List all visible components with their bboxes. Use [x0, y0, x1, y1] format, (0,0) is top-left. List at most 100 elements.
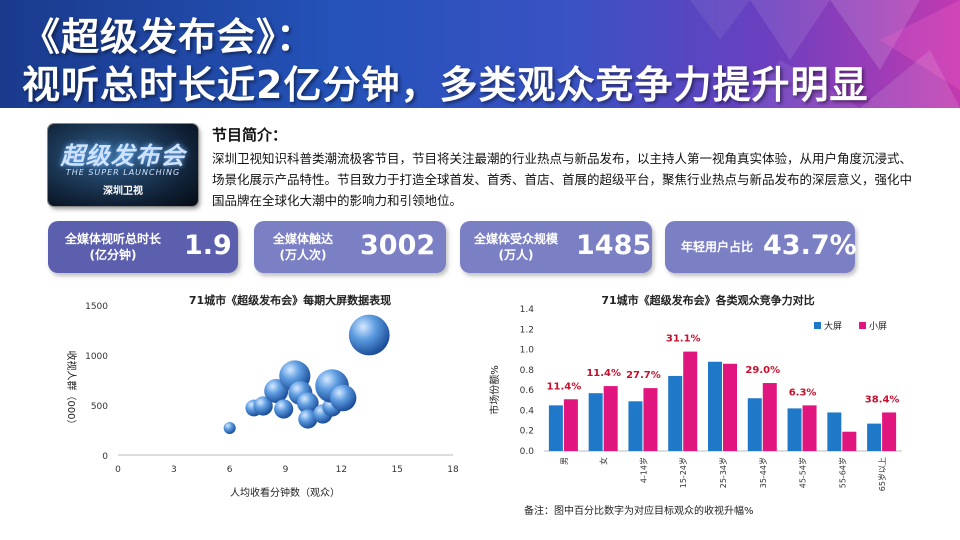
- bubble-points: [223, 314, 390, 434]
- stat-label: 全媒体视听总时长 (亿分钟): [64, 232, 161, 262]
- bubble-chart-title: 71城市《超级发布会》每期大屏数据表现: [189, 293, 391, 307]
- bubble-point: [274, 399, 294, 419]
- stat-card-audience-size: 全媒体受众规模 (万人) 1485: [460, 221, 652, 273]
- bubble-chart: 71城市《超级发布会》每期大屏数据表现 0 500 1000 1500 0 3 6 9 12 1…: [65, 293, 459, 499]
- x-tick-label: 35-44岁: [758, 457, 768, 488]
- stat-card-reach: 全媒体触达 (万人次) 3002: [254, 221, 446, 273]
- thumbnail-logo: 超级发布会: [60, 142, 186, 170]
- x-tick-label: 15: [391, 465, 402, 475]
- page-title-line-1: 《超级发布会》：: [22, 15, 316, 59]
- bar-big-screen: [548, 405, 563, 451]
- bar-small-screen: [563, 399, 578, 451]
- intro-paragraph: 深圳卫视知识科普类潮流极客节目，节目将关注最潮的行业热点与新品发布，以主持人第一…: [212, 151, 913, 208]
- bar-small-screen: [882, 412, 897, 451]
- x-tick-label: 12: [336, 465, 347, 475]
- program-thumbnail: 超级发布会 THE SUPER LAUNCHING 深圳卫视: [48, 124, 198, 206]
- x-tick-label: 9: [283, 465, 289, 475]
- legend: 大屏 小屏: [814, 320, 887, 332]
- legend-label-big-screen: 大屏: [824, 320, 842, 332]
- bar-big-screen: [867, 423, 882, 451]
- x-tick-label: 3: [171, 465, 177, 475]
- stat-label: 全媒体触达 (万人次): [272, 232, 333, 262]
- bar-big-screen: [747, 398, 762, 451]
- bar-chart: 71城市《超级发布会》各类观众竞争力对比 市场份额% 0.00.20.40.60…: [488, 293, 902, 491]
- bar-annotation: 11.4%: [586, 368, 621, 379]
- stat-value: 43.7%: [763, 230, 857, 261]
- y-tick-label: 0.8: [520, 366, 535, 376]
- bar-annotation: 6.3%: [789, 387, 817, 398]
- thumbnail-subtitle: THE SUPER LAUNCHING: [65, 168, 181, 177]
- bubble-point: [297, 392, 319, 414]
- bar-small-screen: [683, 351, 698, 451]
- page-title-line-2: 视听总时长近2亿分钟，多类观众竞争力提升明显: [22, 63, 869, 107]
- bar-small-screen: [762, 383, 777, 451]
- bars: [548, 351, 897, 451]
- intro-heading: 节目简介：: [212, 126, 288, 144]
- stat-label: 年轻用户占比: [680, 240, 753, 254]
- bar-annotation: 29.0%: [745, 365, 780, 376]
- stat-value: 1.9: [184, 230, 232, 261]
- bubble-point: [329, 384, 357, 412]
- y-tick-labels: 0.0 0.2 0.4 0.6 0.8 1.0 1.2 1.4: [520, 305, 535, 457]
- bubble-point: [298, 409, 318, 429]
- y-tick-label: 1000: [85, 352, 108, 362]
- bar-chart-title: 71城市《超级发布会》各类观众竞争力对比: [601, 293, 814, 307]
- stat-card-young-users: 年轻用户占比 43.7%: [665, 221, 857, 273]
- bar-annotations: 11.4% 11.4% 27.7% 31.1% 29.0% 6.3% 38.4%: [547, 334, 900, 406]
- legend-label-small-screen: 小屏: [869, 321, 887, 332]
- y-tick-labels: 0 500 1000 1500: [85, 302, 108, 462]
- y-tick-label: 0.4: [520, 406, 535, 416]
- y-tick-label: 1.2: [520, 325, 534, 335]
- bubble-point: [348, 314, 390, 356]
- bar-annotation: 11.4%: [547, 381, 582, 392]
- bar-small-screen: [723, 363, 737, 451]
- decorative-triangles: [690, 0, 960, 108]
- bar-annotation: 27.7%: [626, 370, 661, 381]
- x-tick-label: 女: [599, 457, 609, 465]
- bar-small-screen: [603, 386, 618, 451]
- y-axis-label: 收视人群（000）: [65, 350, 78, 429]
- y-tick-label: 0: [102, 452, 108, 462]
- x-tick-label: 25-34岁: [718, 457, 728, 488]
- x-tick-label: 15-24岁: [678, 457, 688, 488]
- y-tick-label: 0.6: [520, 386, 535, 396]
- x-tick-label: 6: [227, 465, 233, 475]
- x-tick-label: 男: [560, 457, 569, 465]
- x-tick-label: 45-54岁: [798, 457, 808, 488]
- y-tick-label: 1500: [85, 302, 108, 312]
- bar-small-screen: [802, 405, 817, 451]
- y-axis-label: 市场份额%: [488, 365, 501, 415]
- stat-value: 1485: [576, 230, 652, 261]
- footnote: 备注：图中百分比数字为对应目标观众的收视升幅%: [524, 506, 754, 517]
- y-tick-label: 500: [91, 402, 108, 412]
- y-tick-label: 0.0: [520, 447, 535, 457]
- legend-swatch-big-screen: [814, 322, 821, 329]
- title-banner: 《超级发布会》： 视听总时长近2亿分钟，多类观众竞争力提升明显: [0, 0, 960, 108]
- x-tick-labels: 男 女 4-14岁 15-24岁 25-34岁 35-44岁 45-54岁 55-64岁 65岁…: [560, 457, 887, 491]
- bar-small-screen: [643, 388, 658, 451]
- bubble-point: [253, 396, 273, 416]
- stat-label: 全媒体受众规模 (万人): [473, 232, 558, 262]
- bar-big-screen: [708, 361, 722, 451]
- y-tick-label: 0.2: [520, 427, 534, 437]
- bar-big-screen: [628, 401, 643, 451]
- bar-big-screen: [787, 408, 802, 451]
- x-tick-label: 4-14岁: [638, 457, 648, 483]
- x-tick-label: 0: [115, 465, 121, 475]
- y-tick-label: 1.0: [520, 346, 535, 356]
- bar-big-screen: [668, 375, 683, 451]
- bubble-point: [223, 422, 236, 434]
- legend-swatch-small-screen: [859, 322, 866, 329]
- bar-annotation: 38.4%: [865, 394, 900, 405]
- stat-value: 3002: [360, 230, 436, 261]
- bar-big-screen: [827, 412, 842, 451]
- x-tick-label: 18: [447, 465, 459, 475]
- y-tick-label: 1.4: [520, 305, 535, 315]
- x-tick-labels: 0 3 6 9 12 15 18: [115, 465, 459, 475]
- bar-big-screen: [588, 393, 603, 451]
- x-axis-label: 人均收看分钟数（观众）: [230, 486, 340, 499]
- x-tick-label: 55-64岁: [837, 457, 847, 488]
- bar-small-screen: [842, 431, 857, 451]
- stat-card-total-duration: 全媒体视听总时长 (亿分钟) 1.9: [48, 221, 238, 273]
- x-tick-label: 65岁以上: [877, 457, 887, 491]
